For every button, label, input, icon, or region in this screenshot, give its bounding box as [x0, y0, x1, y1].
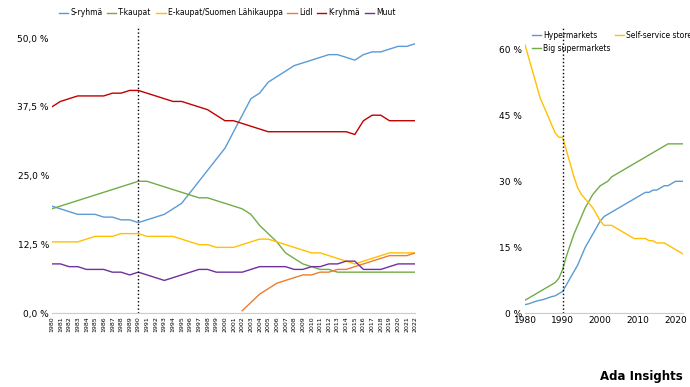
- Legend: Hypermarkets, Big supermarkets, Self-service stores: Hypermarkets, Big supermarkets, Self-ser…: [529, 28, 690, 56]
- Text: Ada Insights: Ada Insights: [600, 370, 683, 383]
- Legend: S-ryhmä, T-kaupat, E-kaupat/Suomen Lähikauppa, Lidl, K-ryhmä, Muut: S-ryhmä, T-kaupat, E-kaupat/Suomen Lähik…: [56, 5, 399, 21]
